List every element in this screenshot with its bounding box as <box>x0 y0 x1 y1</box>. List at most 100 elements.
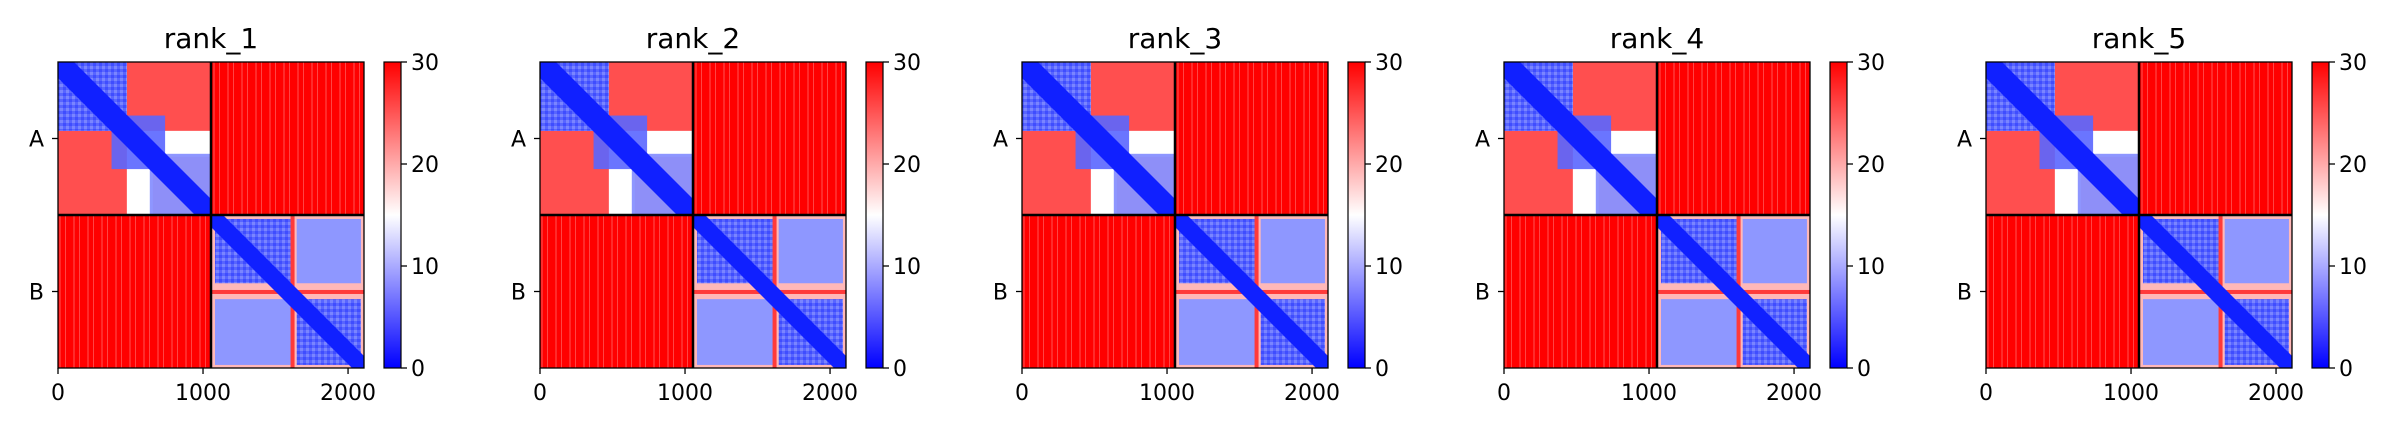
block-bb-diagonal <box>2139 215 2292 368</box>
x-tick-label: 1000 <box>1621 381 1677 406</box>
colorbar-tick-label: 10 <box>893 255 921 280</box>
block-aa <box>540 62 693 215</box>
block-bb-blue-3 <box>2143 299 2220 365</box>
colorbar-tick-label: 10 <box>2339 255 2367 280</box>
x-tick-label: 1000 <box>1139 381 1195 406</box>
block-bb-blue-2 <box>296 219 361 284</box>
block-aa-diagonal <box>58 62 211 215</box>
x-tick-label: 2000 <box>1766 381 1822 406</box>
axes-frame <box>1503 61 1811 369</box>
y-tick-label: B <box>29 281 44 306</box>
block-bb-diagonal <box>1175 215 1328 368</box>
block-aa-diagonal <box>1504 62 1657 215</box>
panel-title: rank_2 <box>646 22 740 55</box>
y-tick-label: A <box>1475 128 1490 153</box>
block-aa-diagonal <box>1022 62 1175 215</box>
block-bb <box>693 215 846 368</box>
panel-title: rank_5 <box>2092 22 2186 55</box>
colorbar-tick-label: 10 <box>411 255 439 280</box>
block-bb-blue-3 <box>1179 299 1256 365</box>
block-bb-diagonal <box>693 215 846 368</box>
x-tick-label: 2000 <box>1284 381 1340 406</box>
colorbar <box>383 61 402 369</box>
panel-2: rank_2 A B 0 1000 2000 0 10 20 30 <box>511 22 921 406</box>
colorbar-tick-label: 10 <box>1857 255 1885 280</box>
colorbar-tick-label: 30 <box>1857 51 1885 76</box>
y-tick-label: B <box>993 281 1008 306</box>
x-tick-label: 1000 <box>175 381 231 406</box>
block-bb-diagonal <box>211 215 364 368</box>
x-tick-label: 1000 <box>2103 381 2159 406</box>
axes-frame <box>1021 61 1329 369</box>
block-bb <box>1657 215 1810 368</box>
colorbar-tick-label: 20 <box>1375 153 1403 178</box>
panel-3: rank_3 A B 0 1000 2000 0 10 20 30 <box>993 22 1403 406</box>
block-aa-diagonal <box>1986 62 2139 215</box>
colorbar <box>1347 61 1366 369</box>
colorbar-tick-label: 0 <box>411 357 425 382</box>
colorbar <box>865 61 884 369</box>
colorbar-tick-label: 30 <box>1375 51 1403 76</box>
axes-frame <box>1985 61 2293 369</box>
block-aa <box>1986 62 2139 215</box>
block-ba <box>1022 215 1175 368</box>
x-tick-label: 0 <box>51 381 65 406</box>
colorbar <box>1829 61 1848 369</box>
block-ab <box>211 62 364 215</box>
block-bb-blue-2 <box>2224 219 2289 284</box>
colorbar-tick-label: 30 <box>411 51 439 76</box>
y-tick-label: B <box>1475 281 1490 306</box>
panel-title: rank_4 <box>1610 22 1704 55</box>
colorbar-tick-label: 0 <box>1375 357 1389 382</box>
y-tick-label: B <box>511 281 526 306</box>
block-ba <box>1986 215 2139 368</box>
panel-1: rank_1 A B 0 1000 2000 0 10 20 30 <box>29 22 439 406</box>
x-tick-label: 0 <box>1497 381 1511 406</box>
block-ab <box>693 62 846 215</box>
block-bb-blue-2 <box>778 219 843 284</box>
block-aa <box>1022 62 1175 215</box>
colorbar-tick-label: 20 <box>893 153 921 178</box>
axes-frame <box>57 61 365 369</box>
colorbar-tick-label: 0 <box>2339 357 2353 382</box>
block-bb <box>1175 215 1328 368</box>
block-bb-blue-2 <box>1260 219 1325 284</box>
panel-title: rank_3 <box>1128 22 1222 55</box>
block-bb-blue-2 <box>1742 219 1807 284</box>
block-ba <box>1504 215 1657 368</box>
block-aa-diagonal <box>540 62 693 215</box>
y-tick-label: A <box>29 128 44 153</box>
block-bb <box>211 215 364 368</box>
x-tick-label: 1000 <box>657 381 713 406</box>
block-ba <box>58 215 211 368</box>
colorbar <box>2311 61 2330 369</box>
y-tick-label: A <box>993 128 1008 153</box>
colorbar-tick-label: 30 <box>893 51 921 76</box>
block-bb <box>2139 215 2292 368</box>
panel-4: rank_4 A B 0 1000 2000 0 10 20 30 <box>1475 22 1885 406</box>
x-tick-label: 2000 <box>2248 381 2304 406</box>
panel-title: rank_1 <box>164 22 258 55</box>
block-ab <box>1657 62 1810 215</box>
block-bb-diagonal <box>1657 215 1810 368</box>
colorbar-tick-label: 30 <box>2339 51 2367 76</box>
colorbar-tick-label: 20 <box>411 153 439 178</box>
y-tick-label: A <box>1957 128 1972 153</box>
block-bb-blue-3 <box>215 299 292 365</box>
y-tick-label: A <box>511 128 526 153</box>
block-ba <box>540 215 693 368</box>
x-tick-label: 2000 <box>802 381 858 406</box>
x-tick-label: 0 <box>1979 381 1993 406</box>
colorbar-tick-label: 10 <box>1375 255 1403 280</box>
block-aa <box>58 62 211 215</box>
block-ab <box>1175 62 1328 215</box>
axes-frame <box>539 61 847 369</box>
block-ab <box>2139 62 2292 215</box>
x-tick-label: 0 <box>533 381 547 406</box>
x-tick-label: 2000 <box>320 381 376 406</box>
colorbar-tick-label: 20 <box>1857 153 1885 178</box>
colorbar-tick-label: 20 <box>2339 153 2367 178</box>
colorbar-tick-label: 0 <box>893 357 907 382</box>
block-aa <box>1504 62 1657 215</box>
